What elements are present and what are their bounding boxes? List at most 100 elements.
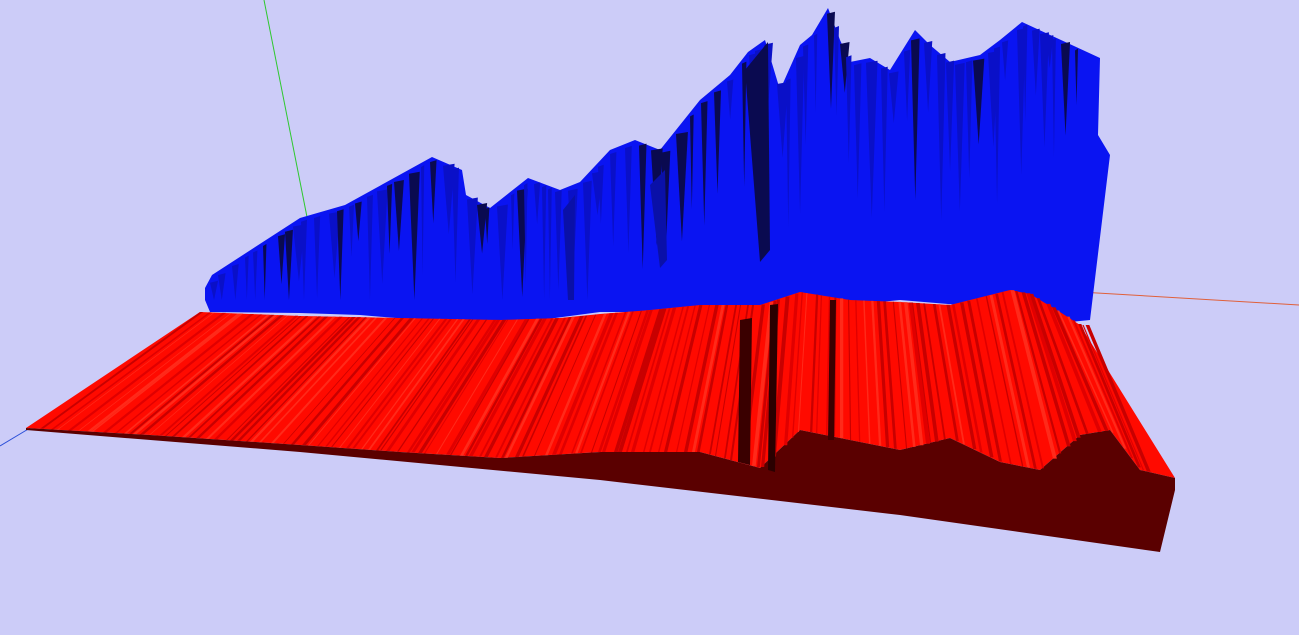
blue-surface-facet [966, 60, 973, 179]
blue-surface-facet [555, 190, 562, 291]
blue-surface-facet [610, 152, 617, 247]
red-surface-ridge [352, 318, 453, 449]
blue-surface-facet [210, 280, 219, 300]
blue-surface-facet [834, 26, 840, 116]
red-surface-ridge [904, 302, 924, 446]
red-surface-ridge [397, 319, 488, 452]
blue-surface-facet [1040, 32, 1049, 148]
red-surface-ridge [1029, 293, 1081, 438]
red-surface-ridge [863, 300, 871, 444]
blue-surface-facet [840, 42, 850, 93]
blue-surface-facet [1023, 24, 1028, 123]
coordinate-axes [0, 0, 1299, 447]
red-surface-ridge [522, 315, 588, 457]
red-surface-ridge [916, 302, 939, 442]
red-surface-ridge [614, 309, 663, 452]
red-surface-ridge [559, 312, 619, 455]
red-surface-ridge [960, 302, 994, 458]
red-surface-ridge [230, 317, 356, 441]
red-surface-ridge [871, 300, 882, 446]
blue-surface-facet [301, 219, 307, 300]
red-surface-ridge [87, 313, 242, 432]
red-surface-ridge [792, 292, 803, 438]
blue-surface-facet [524, 183, 528, 286]
blue-surface-facet [994, 46, 1001, 204]
red-surface-ridge [602, 310, 653, 452]
blue-surface-facet [1052, 37, 1056, 158]
red-surface-ridge [545, 313, 607, 456]
red-surface-ridge [1057, 310, 1114, 433]
blue-surface-facet [542, 185, 547, 300]
blue-surface-facet [511, 193, 515, 251]
red-surface-ridge [883, 301, 897, 449]
blue-surface-facet [232, 264, 239, 300]
blue-surface-facet [285, 229, 293, 300]
red-surface-ridge [976, 298, 1012, 464]
red-surface-ridge [912, 302, 932, 443]
red-surface-ridge [709, 305, 737, 455]
red-surface-ridge [115, 314, 263, 434]
red-surface-ridge [1078, 323, 1141, 468]
blue-surface-facet [866, 60, 878, 218]
blue-surface-facet [727, 79, 734, 120]
red-surface-ridge [237, 317, 361, 441]
blue-surface-facet [846, 55, 852, 164]
red-surface-ridge [575, 311, 631, 454]
blue-surface-facet [924, 41, 933, 113]
red-surface-ridge [386, 319, 481, 452]
red-surface-ridge [1010, 290, 1057, 459]
red-surface-dark-groove [828, 300, 836, 440]
red-surface-ridge [172, 316, 309, 437]
blue-surface-facet [377, 189, 388, 284]
blue-surface-facet [263, 243, 267, 300]
blue-surface-facet [253, 250, 258, 300]
red-surface-ridge [626, 308, 671, 452]
red-surface-ridge [1072, 320, 1134, 458]
red-surface-ridge [484, 318, 559, 458]
red-surface-ridge [325, 318, 430, 447]
red-surface-ridge [772, 296, 790, 457]
red-surface-ridge [1067, 316, 1127, 449]
red-surface-ridge [246, 317, 367, 442]
red-surface-ridge [515, 316, 584, 458]
blue-surface-facet [329, 211, 340, 279]
red-surface-ridge [68, 312, 227, 431]
red-surface-ridge [580, 311, 634, 454]
blue-surface-facet [955, 62, 965, 212]
blue-surface-facet [598, 164, 604, 224]
z-axis-line [0, 427, 31, 447]
red-surface-ridge [302, 318, 414, 446]
red-surface-ridge [534, 314, 597, 456]
blue-surface-facet [409, 171, 420, 300]
blue-surface-facet [827, 11, 835, 109]
red-surface-ridge [283, 317, 396, 444]
blue-surface-facet [245, 255, 249, 300]
red-surface-ridge [855, 300, 861, 442]
red-surface-ridge [876, 301, 890, 448]
blue-surface-facet [777, 82, 789, 158]
red-surface-ridge [591, 310, 642, 453]
red-surface-ridge [840, 298, 844, 438]
red-surface-ridge [643, 306, 684, 452]
red-surface-ridge [149, 315, 289, 435]
blue-surface-dark-ridge [650, 170, 667, 268]
blue-surface-facet [1075, 48, 1079, 105]
red-surface-ridge [436, 319, 519, 455]
red-surface-ridge [598, 310, 650, 453]
blue-surface-facet [1046, 35, 1054, 69]
red-surface-ridge [985, 296, 1024, 467]
red-surface-ridge [618, 308, 667, 452]
blue-surface-facet [701, 101, 708, 226]
red-surface-ridge [1085, 325, 1151, 472]
red-surface-ridge [952, 304, 983, 453]
x-axis-line [1079, 291, 1299, 306]
blue-surface-facet [946, 60, 955, 172]
blue-surface-facet [421, 165, 425, 276]
red-surface-ridge [57, 312, 215, 430]
blue-surface-facet [485, 207, 490, 244]
blue-surface-facet [534, 182, 541, 225]
red-surface-ridge [848, 299, 852, 440]
red-surface-ridge [649, 306, 690, 452]
red-surface-ridge [214, 316, 343, 440]
